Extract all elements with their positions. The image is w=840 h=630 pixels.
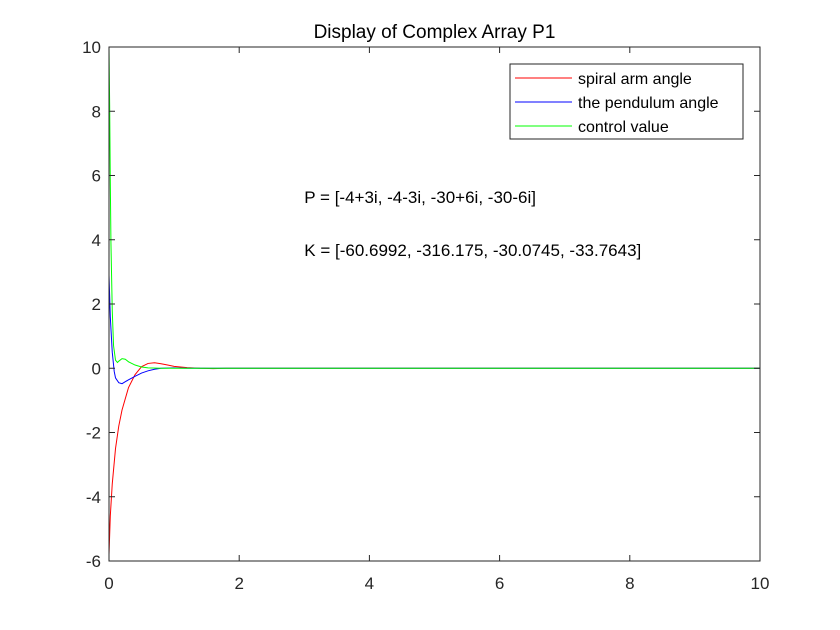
x-tick-label: 0 [104,574,113,593]
y-tick-label: -4 [86,488,101,507]
y-tick-label: 10 [82,38,101,57]
annotation-1: P = [-4+3i, -4-3i, -30+6i, -30-6i] [304,188,536,207]
legend-label-3: control value [578,119,669,136]
y-tick-label: 6 [92,167,101,186]
legend-label-2: the pendulum angle [578,95,719,112]
y-tick-label: 2 [92,295,101,314]
x-tick-label: 8 [625,574,634,593]
legend-label-1: spiral arm angle [578,71,692,88]
series-layer [108,46,760,555]
tick-label-layer: 0 2 4 6 8 10 -6 -4 -2 0 2 4 6 8 10 [82,38,769,593]
y-tick-label: -6 [86,552,101,571]
x-tick-label: 6 [495,574,504,593]
x-tick-label: 4 [365,574,374,593]
x-tick-label: 10 [751,574,770,593]
legend: spiral arm angle the pendulum angle contro… [509,63,744,140]
series-line-3 [108,46,760,369]
annotation-layer: P = [-4+3i, -4-3i, -30+6i, -30-6i] K = [-… [304,188,641,260]
y-tick-label: 4 [92,231,101,250]
y-tick-label: 0 [92,359,101,378]
y-tick-label: -2 [86,424,101,443]
annotation-2: K = [-60.6992, -316.175, -30.0745, -33.7… [304,241,641,260]
ticks-layer [108,46,761,562]
chart-title: Display of Complex Array P1 [314,22,556,43]
x-tick-label: 2 [234,574,243,593]
y-tick-label: 8 [92,102,101,121]
